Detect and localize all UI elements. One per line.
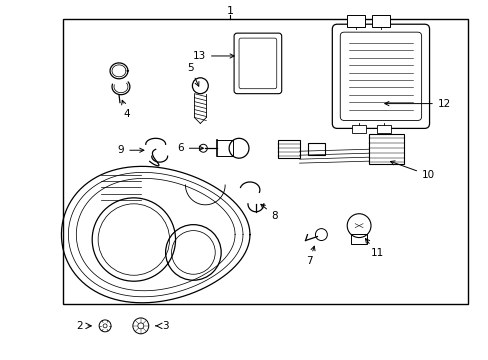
Text: 4: 4 [122, 100, 130, 118]
FancyBboxPatch shape [332, 24, 428, 129]
Text: 13: 13 [192, 51, 234, 61]
Bar [63, 19, 468, 304]
Bar [351, 125, 366, 133]
Bar [368, 134, 403, 164]
Bar [307, 143, 325, 155]
Text: 1: 1 [226, 6, 233, 16]
Text: 6: 6 [177, 143, 203, 153]
Text: 8: 8 [260, 204, 278, 221]
Text: 9: 9 [118, 145, 143, 155]
Bar [350, 234, 366, 243]
Text: 11: 11 [365, 239, 383, 258]
FancyBboxPatch shape [234, 33, 281, 94]
Text: 10: 10 [390, 161, 434, 180]
Bar [376, 125, 390, 133]
Bar [277, 140, 299, 158]
FancyBboxPatch shape [340, 32, 421, 121]
Text: 2: 2 [76, 321, 82, 331]
Text: 7: 7 [305, 246, 314, 266]
FancyBboxPatch shape [239, 38, 276, 89]
Bar [346, 15, 365, 27]
Bar [371, 15, 389, 27]
Text: 12: 12 [384, 99, 450, 109]
Text: 5: 5 [187, 63, 199, 86]
Text: 3: 3 [162, 321, 168, 331]
